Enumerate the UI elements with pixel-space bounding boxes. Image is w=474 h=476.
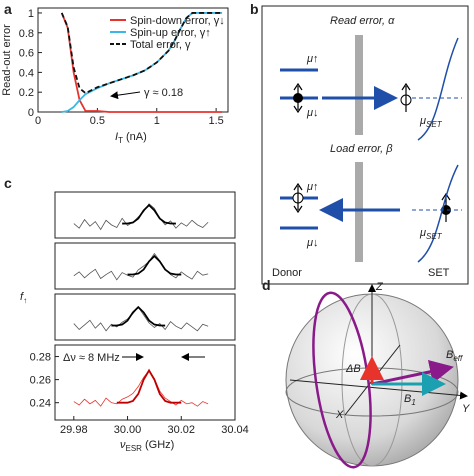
barrier (355, 162, 363, 262)
y-tick-label: 0 (28, 107, 34, 119)
delta-b-label: ΔB (345, 363, 361, 375)
mu-down: μ↓ (306, 107, 319, 119)
x-tick-label: 1.5 (208, 115, 223, 127)
x-tick-label: 29.98 (60, 424, 88, 436)
y-tick-label: 0.8 (19, 28, 34, 40)
series-line (73, 203, 209, 231)
series-line (73, 369, 209, 407)
subplot-frame (54, 242, 236, 290)
panel-label: c (4, 175, 12, 191)
panel-label: d (262, 277, 271, 293)
label-sub: ESR (126, 444, 143, 453)
b1-label: B1 (404, 393, 416, 407)
series-line (127, 254, 182, 276)
series-line (111, 305, 166, 327)
z-label: Z (375, 281, 384, 293)
label-main: ν (120, 439, 126, 451)
mu-down: μ↓ (306, 237, 319, 249)
label-main: I (115, 131, 118, 143)
b-eff-label: Beff (446, 349, 463, 363)
mu-set: μSET (419, 227, 443, 241)
fermi (417, 164, 459, 263)
axis-label: νESR (GHz) (120, 439, 174, 453)
mu-up: μ↑ (306, 53, 319, 65)
mu-up: μ↑ (306, 181, 319, 193)
label-unit: (GHz) (142, 439, 174, 451)
series-line (73, 252, 209, 281)
legend-label: Spin-up error, γ↑ (130, 27, 211, 39)
read-title: Read error, α (330, 15, 395, 27)
subplot-frame (54, 293, 236, 341)
annotation: γ ≈ 0.18 (144, 87, 183, 99)
x-tick-label: 0.5 (90, 115, 105, 127)
panel-label: a (4, 1, 12, 17)
spin (293, 182, 303, 214)
annotation-arrow (110, 91, 141, 100)
label-sub: ↑ (23, 296, 27, 305)
y-tick-label: 0.26 (30, 375, 51, 387)
axis-label: IT (nA) (115, 131, 147, 145)
series-line (60, 12, 223, 95)
label-main: f (20, 291, 24, 303)
spin (293, 82, 303, 114)
barrier (355, 35, 363, 135)
label-sub: T (118, 136, 123, 145)
series-line (116, 368, 182, 404)
mu-set: μSET (419, 115, 443, 129)
set-label: SET (428, 267, 450, 279)
series-line (60, 12, 223, 113)
diagram-d: Z Y X ΔB Beff B1 (285, 281, 470, 469)
y-axis-label: Read-out error (1, 24, 13, 96)
x-tick-label: 30.00 (114, 424, 142, 436)
fermi (417, 37, 459, 141)
diagram-b: Read error, α μ↑ μ↓ μSET Load error, β μ… (261, 5, 469, 285)
y-tick-label: 0.4 (19, 67, 34, 79)
x-tick-label: 0 (35, 115, 41, 127)
y-tick-label: 0.2 (19, 87, 34, 99)
annotation: Δν ≈ 8 MHz (63, 352, 120, 364)
series-line (122, 203, 176, 225)
x-tick-label: 30.04 (221, 424, 249, 436)
axis-label: f↑ (20, 291, 27, 305)
x-tick-label: 30.02 (168, 424, 196, 436)
panel-label: b (250, 1, 259, 17)
y-tick-label: 0.6 (19, 48, 34, 60)
b-eff-vector (371, 359, 454, 386)
y-label: Y (462, 403, 470, 415)
frame (261, 5, 469, 285)
series-line (73, 306, 209, 332)
label-unit: (nA) (123, 131, 147, 143)
legend-label: Spin-down error, γ↓ (130, 15, 225, 27)
y-tick-label: 1 (28, 8, 34, 20)
load-title: Load error, β (330, 143, 393, 155)
y-tick-label: 0.24 (30, 398, 51, 410)
subplot-frame (54, 344, 236, 421)
x-tick-label: 1 (154, 115, 160, 127)
subplot-frame (54, 191, 236, 239)
donor-label: Donor (272, 267, 302, 279)
legend-label: Total error, γ (130, 39, 191, 51)
spin (401, 82, 411, 112)
spin (441, 192, 451, 222)
x-label: X (335, 409, 344, 421)
y-tick-label: 0.28 (30, 352, 51, 364)
